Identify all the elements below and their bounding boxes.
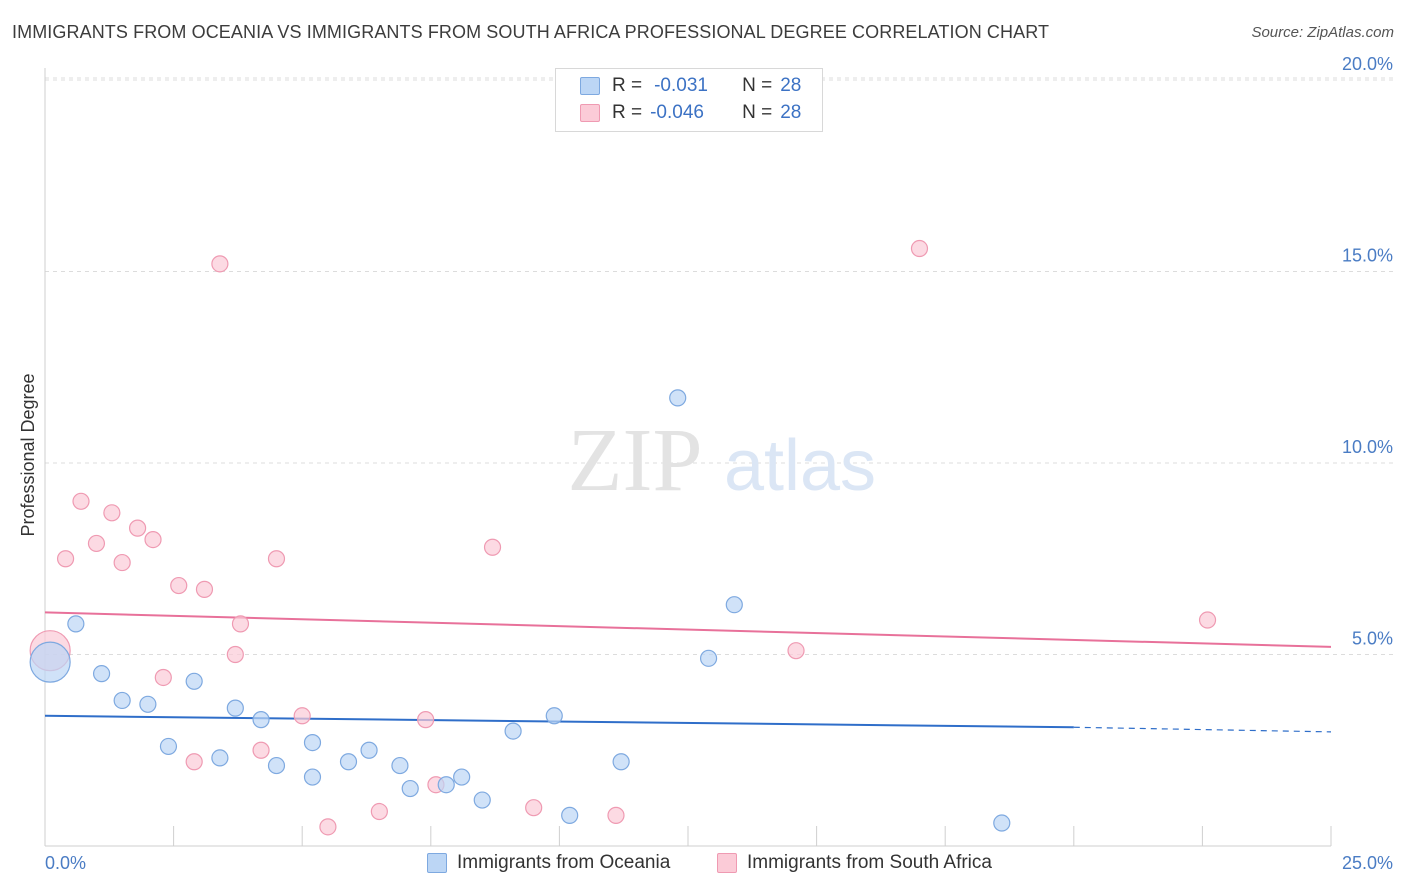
- watermark-atlas: atlas: [724, 426, 876, 506]
- oceania-point: [699, 649, 718, 667]
- oceania-point: [29, 641, 71, 683]
- safrica-point: [154, 668, 172, 687]
- r-label: R =: [612, 102, 643, 123]
- r-label: R =: [612, 75, 643, 96]
- oceania-point: [401, 779, 419, 798]
- y-tick-label: 5.0%: [1352, 629, 1393, 649]
- n-label: N =: [742, 75, 773, 96]
- safrica-swatch: [717, 853, 737, 873]
- safrica-point: [211, 255, 229, 273]
- legend-label-oceania: Immigrants from Oceania: [457, 852, 671, 873]
- watermark-zip: ZIP: [568, 411, 703, 510]
- y-tick-label: 10.0%: [1342, 437, 1393, 457]
- safrica-point: [267, 550, 286, 568]
- oceania-swatch: [427, 853, 447, 873]
- oceania-point: [267, 756, 286, 775]
- safrica-point: [370, 802, 388, 821]
- legend-row-safrica: R = -0.046 N = 28: [580, 100, 801, 126]
- safrica-point: [72, 492, 90, 510]
- safrica-point: [252, 741, 270, 759]
- oceania-point: [211, 749, 229, 767]
- oceania-trend-extension: [1073, 726, 1332, 733]
- gridlines: [45, 77, 1393, 655]
- chart-title: IMMIGRANTS FROM OCEANIA VS IMMIGRANTS FR…: [12, 22, 1050, 42]
- safrica-point: [113, 553, 131, 572]
- oceania-point: [453, 768, 471, 786]
- x-tick-label: 0.0%: [45, 853, 86, 873]
- oceania-point: [252, 711, 270, 729]
- y-axis-label: Professional Degree: [18, 373, 38, 536]
- tick-labels: 5.0% 10.0% 15.0% 20.0% 0.0% 25.0%: [45, 54, 1393, 873]
- safrica-point: [128, 519, 147, 537]
- safrica-point: [525, 799, 543, 817]
- safrica-point: [231, 615, 250, 633]
- source-label: Source: ZipAtlas.com: [1251, 24, 1394, 41]
- oceania-point: [437, 776, 455, 794]
- safrica-point: [144, 530, 162, 549]
- n-value: 28: [780, 75, 802, 96]
- oceania-point: [612, 753, 630, 771]
- oceania-point: [725, 596, 743, 614]
- r-value: -0.031: [654, 75, 708, 96]
- oceania-point: [504, 722, 522, 740]
- oceania-point: [67, 615, 85, 633]
- safrica-point: [87, 534, 106, 553]
- oceania-point: [669, 389, 687, 407]
- safrica-point: [103, 504, 121, 522]
- oceania-point: [339, 753, 358, 771]
- y-tick-label: 15.0%: [1342, 246, 1393, 266]
- safrica-point: [1198, 611, 1217, 629]
- safrica-point: [787, 642, 805, 660]
- safrica-trend-line: [44, 611, 1332, 648]
- oceania-point: [185, 672, 203, 690]
- n-value: 28: [780, 102, 802, 123]
- r-value: -0.046: [650, 102, 704, 123]
- n-label: N =: [742, 102, 773, 123]
- legend-row-oceania: R = -0.031 N = 28: [580, 73, 801, 99]
- oceania-point: [360, 741, 378, 759]
- safrica-point: [607, 806, 625, 824]
- y-tick-label: 20.0%: [1342, 54, 1393, 74]
- oceania-point: [113, 691, 131, 710]
- oceania-point: [993, 814, 1011, 832]
- safrica-point: [170, 576, 188, 595]
- oceania-point: [391, 756, 409, 775]
- oceania-point: [159, 737, 178, 756]
- safrica-point: [195, 580, 214, 598]
- oceania-point: [303, 768, 322, 786]
- safrica-point: [185, 753, 203, 771]
- safrica-point: [910, 239, 929, 258]
- safrica-swatch: [580, 104, 600, 122]
- oceania-point: [226, 699, 244, 717]
- oceania-point: [139, 695, 157, 713]
- safrica-point: [417, 711, 435, 729]
- data-points: [29, 239, 1217, 836]
- legend-item-oceania[interactable]: Immigrants from Oceania: [427, 852, 670, 874]
- oceania-point: [473, 791, 491, 809]
- oceania-point: [545, 707, 563, 725]
- safrica-point: [483, 538, 502, 556]
- oceania-point: [303, 733, 322, 752]
- x-tick-label: 25.0%: [1342, 853, 1393, 873]
- stats-legend: R = -0.031 N = 28 R = -0.046 N = 28: [555, 68, 823, 132]
- legend-label-safrica: Immigrants from South Africa: [747, 852, 992, 873]
- legend-item-safrica[interactable]: Immigrants from South Africa: [717, 852, 992, 874]
- oceania-point: [561, 806, 579, 824]
- safrica-point: [293, 707, 311, 725]
- safrica-point: [56, 550, 75, 568]
- oceania-point: [92, 665, 111, 683]
- safrica-point: [319, 818, 337, 836]
- oceania-swatch: [580, 77, 600, 95]
- safrica-point: [226, 645, 244, 664]
